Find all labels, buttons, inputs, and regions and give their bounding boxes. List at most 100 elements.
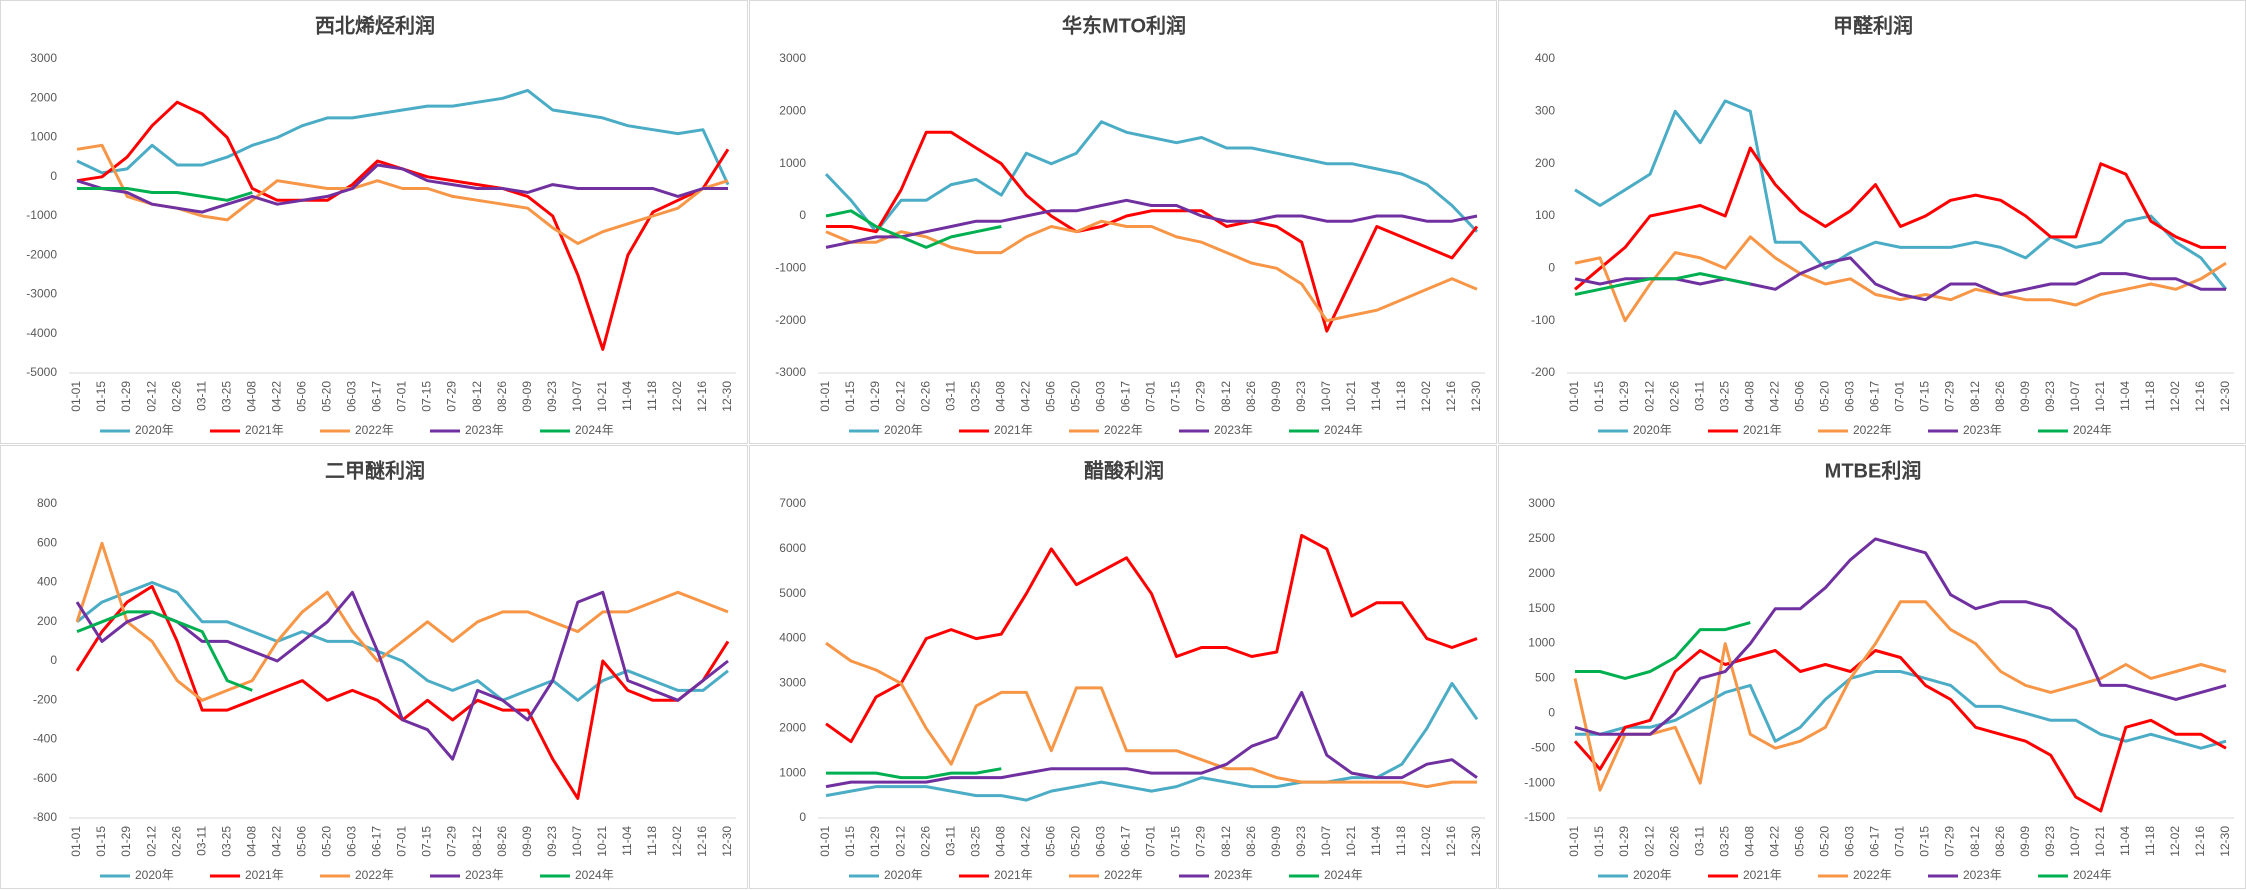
x-tick-label: 10-21 — [1344, 381, 1358, 412]
x-tick-label: 05-06 — [295, 826, 309, 857]
chart: 醋酸利润 0 1000 2000 3000 4000 5000 6000 7000 01-01 01… — [749, 445, 1497, 889]
x-tick-label: 10-07 — [1319, 826, 1333, 857]
x-tick-label: 01-15 — [1592, 826, 1606, 857]
x-tick-label: 04-22 — [1767, 826, 1781, 857]
x-tick-label: 05-06 — [295, 381, 309, 412]
series-line — [826, 130, 1479, 333]
y-tick-label: 3000 — [1528, 496, 1555, 510]
x-tick-label: 12-30 — [720, 826, 734, 857]
x-tick-label: 05-20 — [320, 381, 334, 412]
x-tick-label: 07-15 — [1169, 826, 1183, 857]
x-tick-label: 01-29 — [1617, 381, 1631, 412]
x-tick-label: 07-29 — [1194, 826, 1208, 857]
x-tick-label: 02-12 — [893, 381, 907, 412]
x-tick-label: 04-08 — [993, 826, 1007, 857]
x-tick-label: 04-22 — [1018, 826, 1032, 857]
x-tick-label: 12-02 — [2168, 381, 2182, 412]
y-tick-label: -200 — [1531, 365, 1555, 379]
y-tick-label: 0 — [1548, 706, 1555, 720]
x-tick-label: 07-01 — [395, 381, 409, 412]
x-tick-label: 08-12 — [470, 826, 484, 857]
series-line — [825, 690, 1478, 789]
legend-label: 2021年 — [1743, 423, 1782, 437]
x-tick-label: 11-04 — [1369, 381, 1383, 411]
series-line — [1574, 99, 2228, 291]
y-tick-label: -2000 — [26, 247, 57, 261]
x-tick-label: 02-12 — [1642, 381, 1656, 412]
series-line — [825, 198, 1478, 249]
x-tick-label: 08-26 — [1993, 381, 2007, 412]
x-tick-label: 11-04 — [1369, 826, 1383, 856]
x-tick-label: 02-26 — [918, 381, 932, 412]
x-tick-label: 02-26 — [918, 826, 932, 857]
series-line — [1575, 670, 2227, 750]
series-line — [1573, 649, 2227, 813]
y-tick-label: 200 — [1535, 156, 1555, 170]
x-tick-label: 12-16 — [1444, 826, 1458, 857]
x-tick-label: 03-25 — [1717, 381, 1731, 412]
x-tick-label: 09-23 — [545, 381, 559, 412]
y-tick-label: -1000 — [775, 261, 806, 275]
x-tick-label: 08-26 — [1993, 826, 2007, 857]
y-tick-label: -3000 — [26, 287, 57, 301]
x-tick-label: 08-12 — [1219, 826, 1233, 857]
x-tick-label: 06-03 — [1843, 381, 1857, 412]
legend-label: 2022年 — [355, 868, 394, 882]
legend-label: 2020年 — [135, 423, 174, 437]
chart-title: 西北烯烃利润 — [315, 13, 435, 37]
legend-label: 2023年 — [1963, 868, 2002, 882]
y-tick-label: 1000 — [779, 765, 806, 779]
series-line — [825, 533, 1478, 744]
y-tick-label: 2000 — [779, 720, 806, 734]
x-tick-label: 04-22 — [1767, 381, 1781, 412]
x-tick-label: 11-18 — [645, 381, 659, 411]
x-tick-label: 02-12 — [1642, 826, 1656, 857]
x-tick-label: 01-29 — [1617, 826, 1631, 857]
x-tick-label: 03-25 — [968, 826, 982, 857]
x-tick-label: 05-20 — [320, 826, 334, 857]
x-tick-label: 04-08 — [1742, 381, 1756, 412]
y-tick-label: 0 — [50, 653, 57, 667]
y-tick-label: 3000 — [779, 51, 806, 65]
x-tick-label: 10-21 — [595, 381, 609, 412]
y-tick-label: -3000 — [775, 365, 806, 379]
chart-title: 二甲醚利润 — [325, 458, 425, 482]
x-tick-label: 06-17 — [1868, 381, 1882, 412]
x-tick-label: 10-21 — [595, 826, 609, 857]
x-tick-label: 02-26 — [1667, 381, 1681, 412]
x-tick-label: 10-21 — [2093, 826, 2107, 857]
series-line — [1574, 256, 2226, 302]
x-tick-label: 09-09 — [2018, 381, 2032, 412]
y-tick-label: 1500 — [1528, 601, 1555, 615]
x-tick-label: 01-29 — [868, 381, 882, 412]
x-tick-label: 11-18 — [1394, 826, 1408, 856]
series-line — [76, 100, 730, 351]
x-tick-label: 11-04 — [620, 826, 634, 856]
x-tick-label: 08-26 — [1244, 826, 1258, 857]
legend-label: 2024年 — [575, 423, 614, 437]
y-tick-label: -100 — [1531, 313, 1555, 327]
x-tick-label: 05-06 — [1044, 826, 1058, 857]
x-tick-label: 12-30 — [2218, 826, 2232, 857]
series-line — [75, 541, 729, 702]
x-tick-label: 11-04 — [2118, 826, 2132, 856]
x-tick-label: 10-21 — [1344, 826, 1358, 857]
legend-label: 2022年 — [1853, 423, 1892, 437]
legend-label: 2022年 — [1853, 868, 1892, 882]
series-line — [825, 641, 1477, 789]
x-tick-label: 09-09 — [520, 826, 534, 857]
y-tick-label: 3000 — [779, 676, 806, 690]
x-tick-label: 01-15 — [94, 381, 108, 412]
y-tick-label: 100 — [1535, 208, 1555, 222]
x-tick-label: 07-29 — [1943, 381, 1957, 412]
x-tick-label: 04-08 — [1742, 826, 1756, 857]
x-tick-label: 03-11 — [194, 826, 208, 856]
x-tick-label: 12-16 — [1444, 381, 1458, 412]
series-line — [76, 163, 728, 214]
x-tick-label: 02-26 — [1667, 826, 1681, 857]
x-tick-label: 06-17 — [370, 826, 384, 857]
series-line — [1574, 146, 2226, 291]
legend-label: 2024年 — [2073, 423, 2112, 437]
y-tick-label: -1500 — [1524, 810, 1555, 824]
chart: 华东MTO利润 -3000 -2000 -1000 0 1000 2000 3000 01-01… — [749, 0, 1497, 444]
